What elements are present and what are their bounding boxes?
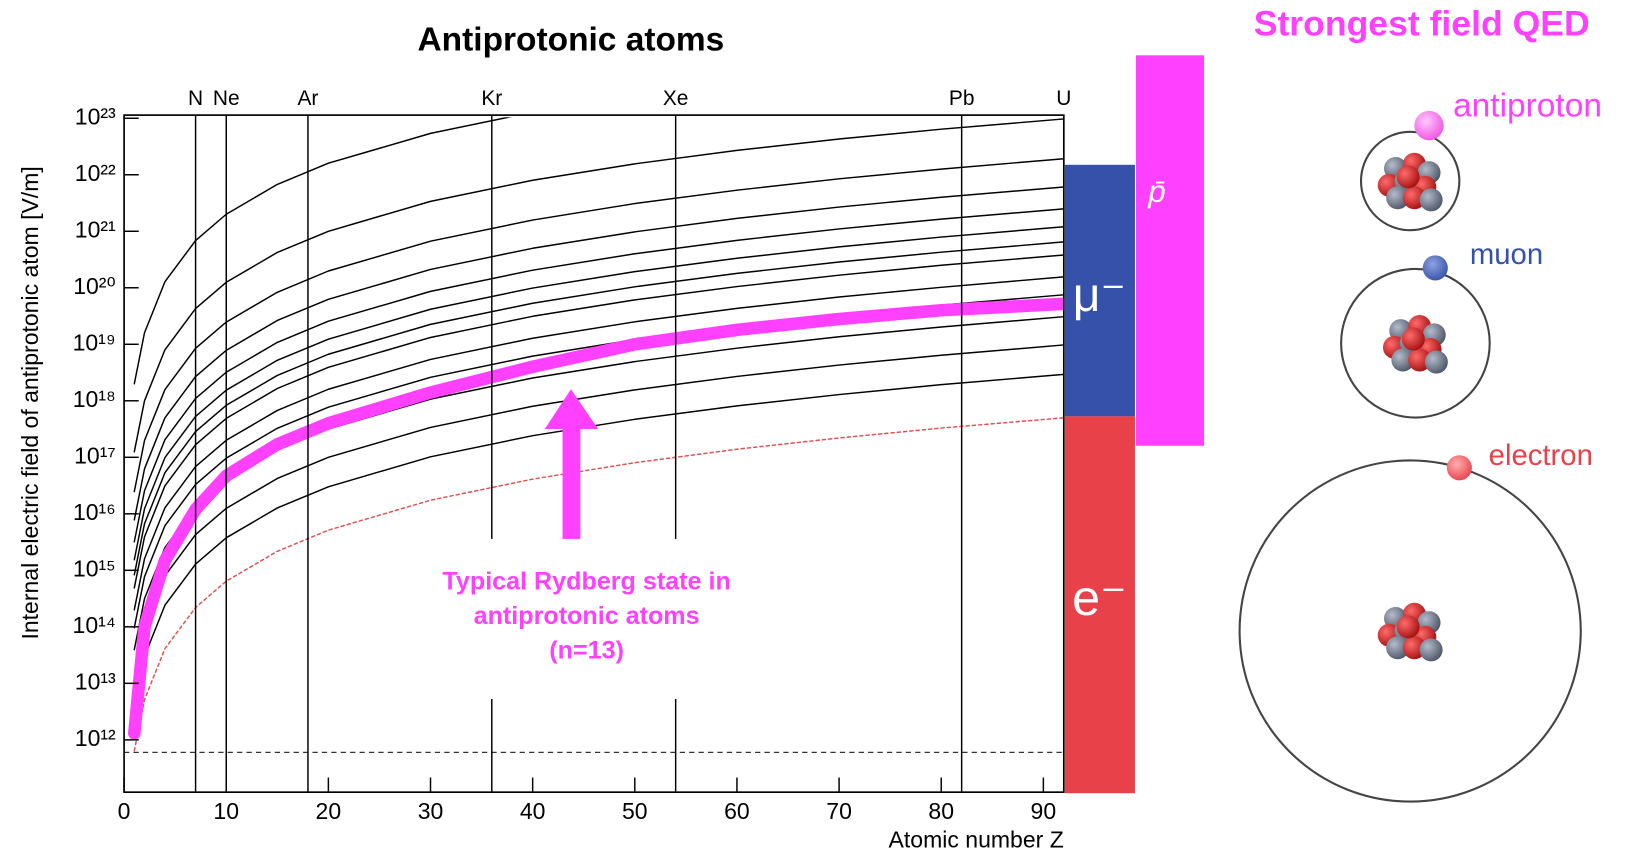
illustration-title: Strongest field QED <box>1254 4 1590 44</box>
y-tick-label: 10¹⁸ <box>73 386 116 412</box>
band-label: p̄ <box>1147 174 1165 209</box>
curve <box>134 51 1064 384</box>
annotation-text: (n=13) <box>549 637 624 665</box>
y-tick-label: 10²⁰ <box>73 273 116 299</box>
y-axis-label: Internal electric field of antiprotonic … <box>17 166 43 639</box>
curve <box>134 242 1064 575</box>
element-label: U <box>1056 87 1071 110</box>
curve <box>134 209 1064 542</box>
curve <box>134 255 1064 588</box>
element-label: Ar <box>297 87 318 110</box>
page: {"chart_data": { "type": "line", "title"… <box>0 0 1641 856</box>
nucleon <box>1425 351 1448 374</box>
particle-label: muon <box>1470 238 1543 271</box>
x-tick-label: 30 <box>418 798 444 824</box>
annotation-text: antiprotonic atoms <box>474 602 700 630</box>
chart-title: Antiprotonic atoms <box>418 22 725 59</box>
element-label: Pb <box>949 87 975 110</box>
y-tick-label: 10²¹ <box>75 216 116 242</box>
arrow-shaft <box>563 427 581 539</box>
element-label: Kr <box>481 87 502 110</box>
element-label: Ne <box>213 87 240 110</box>
element-label: Xe <box>663 87 689 110</box>
particle-label: electron <box>1489 439 1593 472</box>
plot-area: N Ne Ar Kr Xe Pb U Typical Rydberg state in anti… <box>73 51 1204 824</box>
particle <box>1423 255 1448 280</box>
x-tick-label: 50 <box>622 798 648 824</box>
y-tick-label: 10¹⁹ <box>73 329 116 355</box>
nucleon <box>1420 638 1443 661</box>
x-tick-label: 70 <box>826 798 852 824</box>
nucleon <box>1397 165 1420 188</box>
x-tick-label: 60 <box>724 798 750 824</box>
arrow-head <box>545 389 598 429</box>
curve <box>134 119 1064 452</box>
nucleon <box>1397 615 1420 638</box>
x-axis-label: Atomic number Z <box>889 826 1064 852</box>
field-band <box>1136 55 1204 445</box>
x-tick-label: 80 <box>928 798 954 824</box>
band-label: μ⁻ <box>1073 268 1126 322</box>
y-tick-label: 10¹² <box>75 725 116 751</box>
y-tick-label: 10¹⁶ <box>73 499 116 525</box>
y-tick-label: 10¹⁴ <box>73 612 116 638</box>
x-tick-label: 0 <box>118 798 131 824</box>
x-tick-label: 10 <box>213 798 239 824</box>
y-tick-label: 10¹⁷ <box>74 442 116 468</box>
x-tick-label: 90 <box>1031 798 1057 824</box>
nucleon <box>1402 328 1425 351</box>
y-tick-label: 10²² <box>75 160 116 186</box>
element-label: N <box>188 87 203 110</box>
particle-label: antiproton <box>1453 88 1602 125</box>
figure: Antiprotonic atoms Atomic number Z Inter… <box>0 0 1641 856</box>
atom-illustrations: antiproton muon electron <box>1240 88 1602 802</box>
y-tick-label: 10¹³ <box>75 668 116 694</box>
y-tick-label: 10¹⁵ <box>73 555 116 581</box>
band-label: e⁻ <box>1072 570 1126 626</box>
nucleon <box>1420 188 1443 211</box>
particle <box>1447 455 1472 480</box>
x-tick-label: 40 <box>520 798 546 824</box>
x-tick-label: 20 <box>316 798 342 824</box>
y-tick-label: 10²³ <box>75 103 116 129</box>
particle <box>1414 111 1443 140</box>
annotation-text: Typical Rydberg state in <box>442 568 730 596</box>
